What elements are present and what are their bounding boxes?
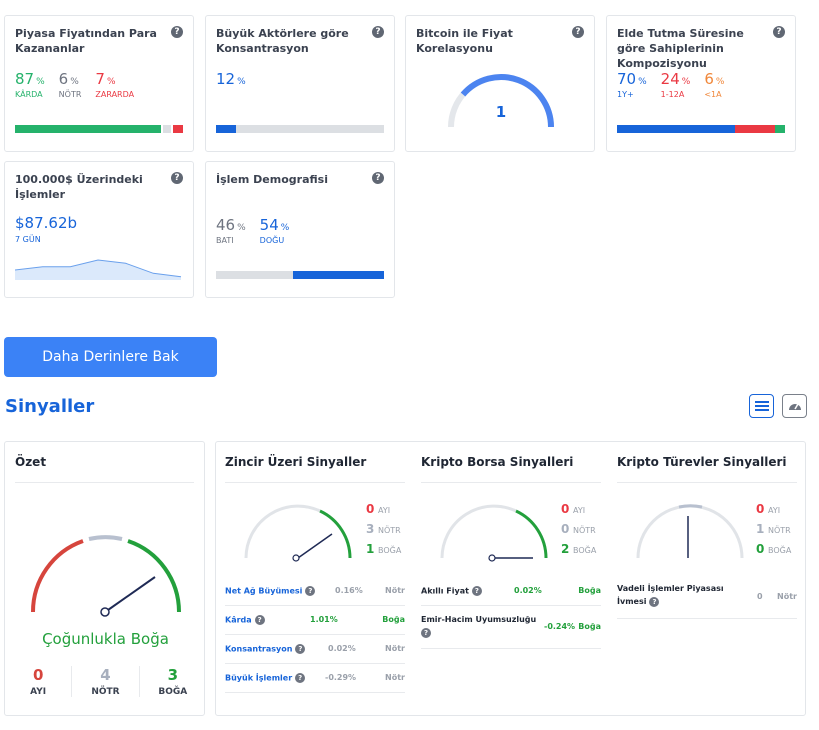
stat-row: 12%	[216, 69, 246, 88]
stat-short-term: 6% <1A	[704, 70, 725, 100]
derivatives-row[interactable]: Vadeli İşlemler Piyasası İvmesi? 0 Nötr	[617, 577, 797, 619]
holding-bar	[617, 125, 785, 133]
large-tx-sparkline	[15, 259, 182, 280]
onchain-row[interactable]: Net Ağ Büyümesi? 0.16% Nötr	[225, 577, 405, 606]
card-holding: Elde Tutma Süresine göre Sahiplerinin Ko…	[606, 15, 796, 152]
exchange-gauge	[440, 504, 548, 562]
summary-divider	[15, 482, 194, 483]
exchange-divider	[421, 482, 601, 483]
help-icon[interactable]: ?	[372, 26, 384, 38]
large-tx-period: 7 GÜN	[15, 235, 41, 244]
bar-segment	[171, 125, 183, 133]
bar-segment	[216, 125, 237, 133]
help-icon[interactable]: ?	[295, 644, 306, 654]
bar-segment	[734, 125, 775, 133]
deeper-button[interactable]: Daha Derinlere Bak	[4, 337, 217, 377]
exchange-row[interactable]: Akıllı Fiyat? 0.02% Boğa	[421, 577, 601, 606]
large-tx-value: $87.62b	[15, 214, 78, 232]
help-icon[interactable]: ?	[649, 596, 660, 607]
correlation-value: 1	[495, 103, 507, 121]
demographics-bar	[216, 271, 384, 279]
stat-in-profit: 87% KÂRDA	[15, 70, 45, 100]
signals-title: Sinyaller	[5, 396, 95, 417]
onchain-row[interactable]: Kârda? 1.01% Boğa	[225, 606, 405, 635]
stat-long-term: 70% 1Y+	[617, 70, 647, 100]
list-icon	[754, 401, 769, 411]
summary-gauge	[30, 535, 181, 617]
card-title: 100.000$ Üzerindeki İşlemler	[15, 173, 143, 201]
card-title: Elde Tutma Süresine göre Sahiplerinin Ko…	[617, 27, 744, 70]
onchain-row[interactable]: Büyük İşlemler? -0.29% Nötr	[225, 664, 405, 693]
summary-counts: 0 AYI 4 NÖTR 3 BOĞA	[5, 666, 206, 697]
card-correlation: Bitcoin ile Fiyat Korelasyonu ? 1	[405, 15, 595, 152]
summary-card: Özet Çoğunlukla Boğa 0 AYI 4 NÖTR 3 BOĞA	[4, 441, 205, 716]
help-icon[interactable]: ?	[171, 172, 183, 184]
derivatives-divider	[617, 482, 797, 483]
card-concentration: Büyük Aktörlere göre Konsantrasyon ? 12%	[205, 15, 395, 152]
exchange-row[interactable]: Emir-Hacim Uyumsuzluğu? -0.24% Boğa	[421, 606, 601, 649]
summary-bull: 3 BOĞA	[158, 666, 188, 697]
derivatives-legend: 0 AYI 1 NÖTR 0 BOĞA	[756, 502, 792, 556]
bar-segment	[15, 125, 162, 133]
bar-segment	[216, 271, 294, 279]
stat-mid-term: 24% 1-12A	[660, 70, 691, 100]
help-icon[interactable]: ?	[305, 586, 316, 596]
profit-bar	[15, 125, 183, 133]
help-icon[interactable]: ?	[572, 26, 584, 38]
card-title: İşlem Demografisi	[216, 173, 328, 186]
bar-segment	[774, 125, 785, 133]
stat-concentration: 12%	[216, 70, 246, 88]
gauge-view-button[interactable]	[782, 394, 807, 418]
summary-neutral: 4 NÖTR	[72, 666, 140, 697]
onchain-divider	[225, 482, 405, 483]
help-icon[interactable]: ?	[171, 26, 183, 38]
onchain-gauge	[244, 504, 352, 562]
card-title: Piyasa Fiyatından Para Kazananlar	[15, 27, 157, 55]
speedometer-icon	[788, 403, 801, 410]
bar-segment	[293, 271, 384, 279]
help-icon[interactable]: ?	[773, 26, 785, 38]
card-title: Büyük Aktörlere göre Konsantrasyon	[216, 27, 349, 55]
help-icon[interactable]: ?	[421, 628, 431, 638]
derivatives-title: Kripto Türevler Sinyalleri	[617, 455, 787, 469]
bar-segment	[161, 125, 172, 133]
help-icon[interactable]: ?	[254, 615, 265, 625]
card-title: Bitcoin ile Fiyat Korelasyonu	[416, 27, 513, 55]
bar-segment	[236, 125, 384, 133]
help-icon[interactable]: ?	[295, 673, 306, 683]
exchange-legend: 0 AYI 0 NÖTR 2 BOĞA	[561, 502, 597, 556]
exchange-title: Kripto Borsa Sinyalleri	[421, 455, 574, 469]
summary-bear: 0 AYI	[5, 666, 73, 697]
correlation-gauge	[448, 74, 554, 128]
card-profit: Piyasa Fiyatından Para Kazananlar ? 87% …	[4, 15, 194, 152]
stat-row: 87% KÂRDA 6% NÖTR 7% ZARARDA	[15, 69, 134, 100]
list-view-button[interactable]	[749, 394, 774, 418]
summary-verdict: Çoğunlukla Boğa	[42, 630, 169, 648]
stat-row: 70% 1Y+ 24% 1-12A 6% <1A	[617, 69, 724, 100]
help-icon[interactable]: ?	[372, 172, 384, 184]
summary-title: Özet	[15, 455, 47, 469]
card-large-tx: 100.000$ Üzerindeki İşlemler ? $87.62b 7…	[4, 161, 194, 298]
bar-segment	[617, 125, 735, 133]
stat-neutral: 6% NÖTR	[58, 70, 82, 100]
stat-row: 46% BATI 54% DOĞU	[216, 215, 289, 246]
signals-panels: Zincir Üzeri Sinyaller 0 AYI 3 NÖTR 1 BOĞA …	[215, 441, 806, 716]
onchain-legend: 0 AYI 3 NÖTR 1 BOĞA	[366, 502, 402, 556]
onchain-title: Zincir Üzeri Sinyaller	[225, 455, 367, 469]
derivatives-gauge	[636, 504, 744, 559]
help-icon[interactable]: ?	[471, 586, 482, 596]
card-demographics: İşlem Demografisi ? 46% BATI 54% DOĞU	[205, 161, 395, 298]
stat-west: 46% BATI	[216, 216, 246, 246]
onchain-row[interactable]: Konsantrasyon? 0.02% Nötr	[225, 635, 405, 664]
concentration-bar	[216, 125, 384, 133]
stat-in-loss: 7% ZARARDA	[95, 70, 135, 100]
stat-east: 54% DOĞU	[259, 216, 290, 246]
